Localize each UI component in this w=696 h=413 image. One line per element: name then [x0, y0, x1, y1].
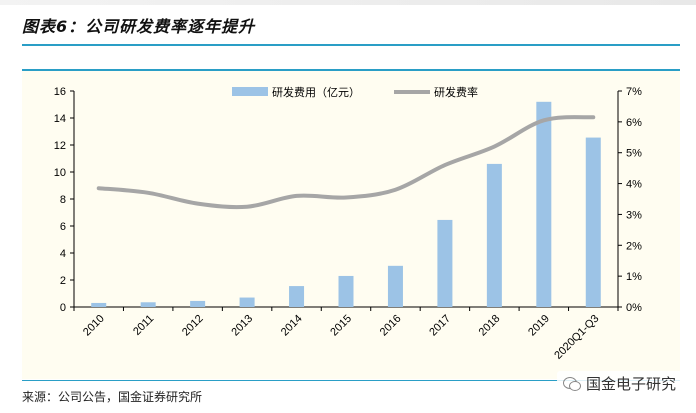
chart-top-rule: [22, 69, 680, 71]
title-rule: [22, 44, 680, 46]
y-right-tick-label: 0%: [626, 302, 642, 314]
bar: [140, 302, 156, 307]
chart-area: 0 2 4 6 8 10 12 14 16 0% 1% 2% 3% 4% 5% 6% 7% 2010 2011 201…: [22, 71, 680, 379]
bar: [91, 302, 107, 307]
bar: [239, 297, 255, 307]
x-tick-label: 2015: [328, 313, 354, 339]
y-left-tick-label: 2: [60, 275, 66, 287]
wechat-icon: [562, 376, 581, 391]
y-right-tick-label: 6%: [626, 117, 642, 129]
bar: [338, 275, 354, 307]
legend-bar-label: 研发费用（亿元）: [272, 85, 360, 99]
y-left-tick-label: 12: [54, 140, 66, 152]
combo-chart: 0 2 4 6 8 10 12 14 16 0% 1% 2% 3% 4% 5% 6% 7% 2010 2011 201…: [54, 85, 642, 362]
y-right-tick-label: 3%: [626, 209, 642, 221]
x-tick-label: 2014: [279, 313, 305, 339]
x-tick-label: 2019: [526, 313, 552, 339]
x-tick-label: 2010: [81, 313, 107, 339]
y-left-tick-label: 8: [60, 194, 66, 206]
x-tick-label: 2017: [427, 313, 453, 339]
bar: [536, 101, 552, 307]
top-strip: [0, 0, 696, 5]
y-left-tick-label: 4: [60, 248, 66, 260]
bar: [585, 137, 601, 307]
x-tick-label: 2018: [477, 313, 503, 339]
chart-bottom-rule: [22, 380, 680, 381]
figure-title: 图表6：公司研发费率逐年提升: [22, 17, 256, 36]
bar: [437, 219, 453, 307]
y-right-tick-label: 4%: [626, 179, 642, 191]
y-left-tick-label: 14: [54, 113, 66, 125]
watermark: 国金电子研究: [556, 371, 682, 396]
y-right-tick-label: 7%: [626, 86, 642, 98]
bar: [289, 286, 305, 307]
y-left-tick-label: 6: [60, 221, 66, 233]
y-right-tick-label: 1%: [626, 271, 642, 283]
source-note: 来源：公司公告，国金证券研究所: [22, 390, 203, 404]
y-right-tick-label: 5%: [626, 148, 642, 160]
x-tick-label: 2020Q1-Q3: [552, 313, 601, 362]
y-left-tick-label: 0: [60, 302, 66, 314]
x-tick-label: 2012: [180, 313, 206, 339]
x-tick-label: 2011: [131, 313, 156, 338]
x-tick-label: 2016: [378, 313, 404, 339]
bar: [190, 300, 206, 307]
bar: [486, 163, 502, 307]
y-left-tick-label: 16: [54, 86, 66, 98]
x-tick-label: 2013: [229, 313, 255, 339]
legend-line-label: 研发费率: [434, 85, 478, 99]
y-left-tick-label: 10: [54, 167, 66, 179]
y-right-tick-label: 2%: [626, 240, 642, 252]
bar: [387, 265, 403, 307]
watermark-text: 国金电子研究: [585, 375, 676, 393]
legend-bar-swatch: [232, 87, 268, 96]
rate-line: [96, 115, 596, 210]
